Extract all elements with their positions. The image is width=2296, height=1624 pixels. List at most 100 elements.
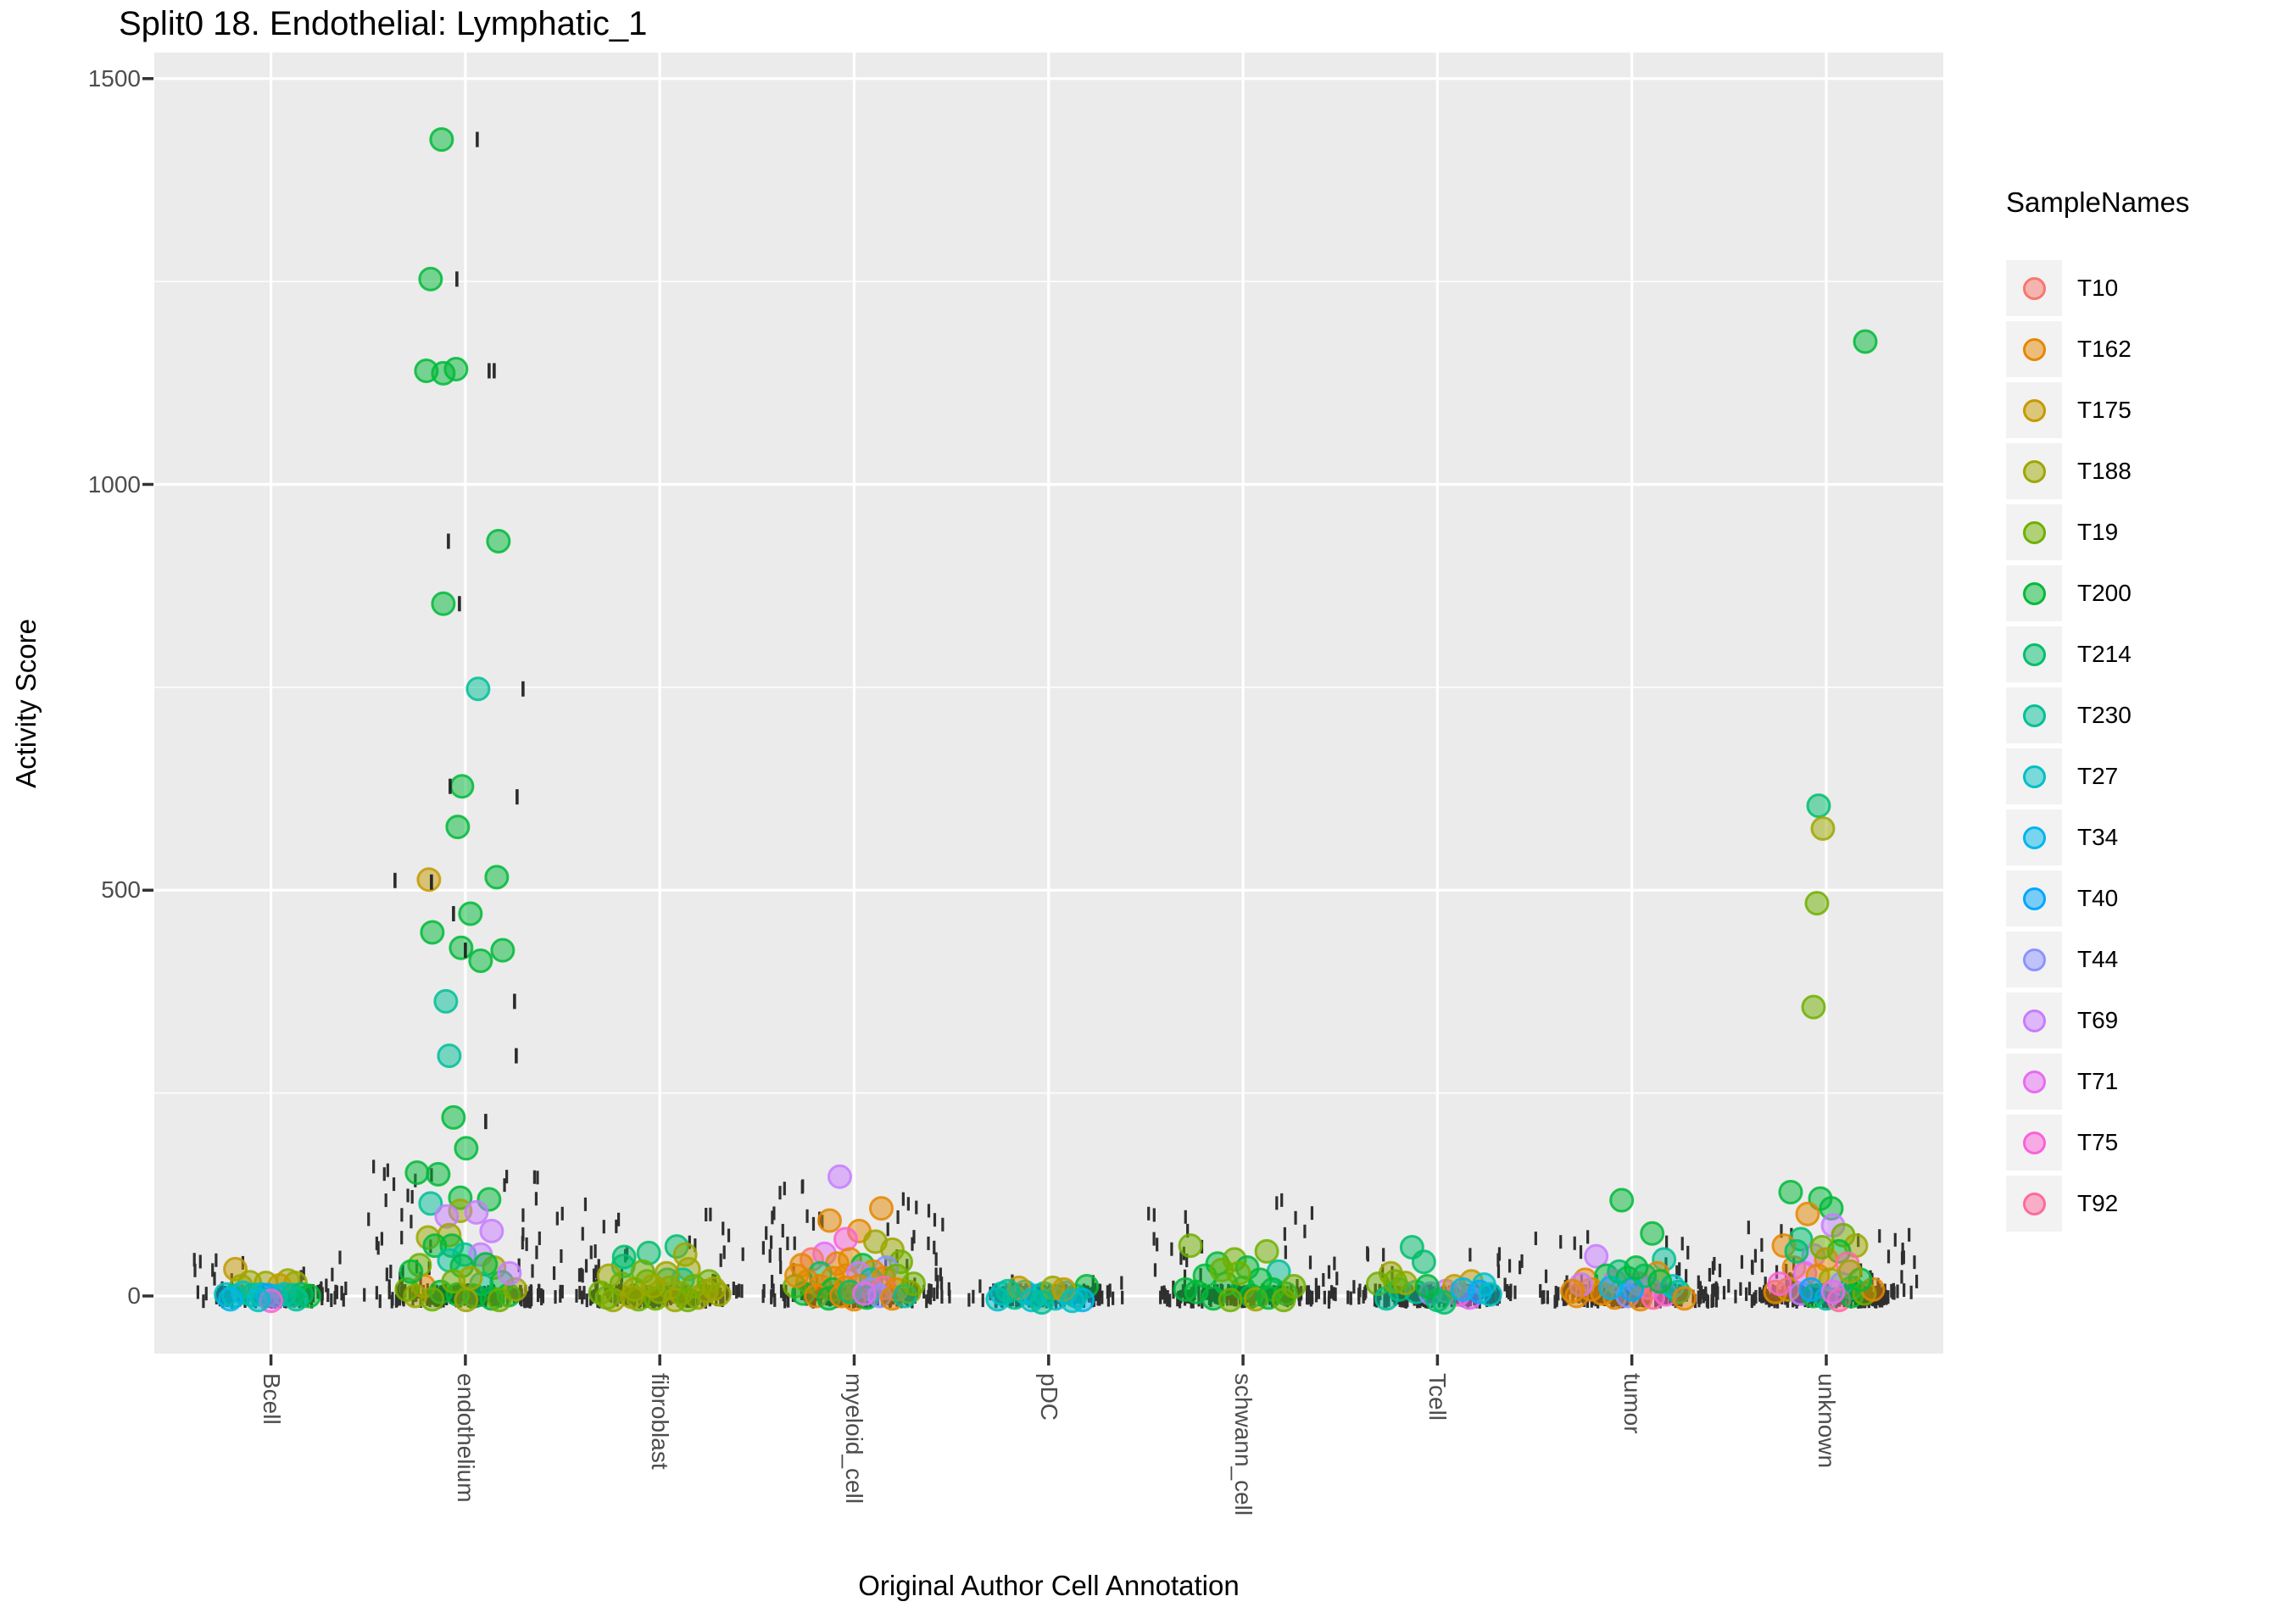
legend-label: T214	[2077, 641, 2132, 667]
data-point	[497, 1260, 522, 1286]
data-point	[1820, 1279, 1846, 1304]
legend-swatch-icon	[2022, 1070, 2046, 1093]
data-point	[1809, 1235, 1835, 1260]
y-tick-label: 1500	[87, 64, 141, 92]
legend-label: T175	[2077, 397, 2132, 423]
data-point	[1647, 1269, 1673, 1294]
data-point	[1778, 1179, 1803, 1204]
data-point	[619, 1284, 644, 1310]
data-point	[675, 1288, 700, 1313]
data-point	[701, 1276, 727, 1301]
data-point	[1784, 1238, 1809, 1264]
data-point	[640, 1274, 666, 1299]
data-point	[1804, 891, 1830, 916]
data-point	[420, 920, 445, 945]
legend-swatch-icon	[2022, 642, 2046, 666]
data-point	[1060, 1288, 1085, 1314]
data-point	[1624, 1254, 1649, 1280]
data-point	[398, 1259, 424, 1284]
data-point	[484, 865, 510, 890]
legend-key	[2006, 1115, 2062, 1171]
data-point	[465, 676, 491, 702]
data-point	[433, 988, 459, 1014]
legend-key	[2006, 321, 2062, 377]
x-tick-label-endothelium: endothelium	[452, 1373, 479, 1503]
x-tick-label-fibroblast: fibroblast	[647, 1373, 674, 1470]
data-point	[1450, 1276, 1475, 1302]
legend-swatch-icon	[2022, 276, 2046, 300]
y-axis-title-wrap: Activity Score	[10, 53, 42, 1354]
data-point	[995, 1278, 1021, 1304]
data-point	[594, 1285, 620, 1310]
data-point	[464, 1199, 489, 1225]
data-point	[833, 1226, 858, 1252]
data-point	[218, 1287, 243, 1312]
data-point	[1798, 1276, 1824, 1302]
legend-key	[2006, 993, 2062, 1048]
data-point	[1271, 1288, 1296, 1313]
legend-key	[2006, 932, 2062, 987]
data-point	[437, 1043, 462, 1069]
data-point	[1382, 1269, 1407, 1294]
data-point	[1640, 1221, 1665, 1246]
data-point	[900, 1271, 926, 1297]
gridlines-major	[154, 53, 1943, 1354]
x-tick-label-Tcell: Tcell	[1424, 1373, 1452, 1421]
legend-label: T92	[2077, 1190, 2119, 1216]
legend-label: T200	[2077, 580, 2132, 606]
x-tick-label-tumor: tumor	[1619, 1373, 1646, 1434]
points-Tcell	[1365, 1235, 1502, 1315]
y-axis-title: Activity Score	[10, 618, 42, 788]
data-point	[1609, 1187, 1635, 1213]
x-axis-title: Original Author Cell Annotation	[858, 1570, 1240, 1601]
y-tick-label: 0	[127, 1282, 141, 1309]
legend-key	[2006, 870, 2062, 926]
data-point	[431, 591, 456, 616]
data-point	[1853, 329, 1878, 354]
legend-key	[2006, 687, 2062, 743]
legend-swatch-icon	[2022, 826, 2046, 849]
points-endothelium	[394, 127, 528, 1313]
data-point	[1218, 1288, 1243, 1313]
legend-key	[2006, 382, 2062, 438]
legend-swatch-icon	[2022, 337, 2046, 361]
data-point	[783, 1263, 809, 1288]
x-tick-label-Bcell: Bcell	[258, 1373, 285, 1425]
data-point	[1477, 1282, 1502, 1307]
legend-label: T44	[2077, 946, 2119, 972]
plot-title: Split0 18. Endothelial: Lymphatic_1	[119, 5, 648, 42]
data-point	[1254, 1238, 1279, 1264]
legend-key	[2006, 1176, 2062, 1232]
data-point	[851, 1281, 877, 1306]
legend-title: SampleNames	[2006, 186, 2190, 218]
legend-swatch-icon	[2022, 398, 2046, 422]
data-point	[416, 867, 442, 893]
legend-label: T75	[2077, 1129, 2119, 1155]
points-Bcell	[214, 1256, 322, 1314]
legend-label: T162	[2077, 336, 2132, 362]
legend-swatch-icon	[2022, 948, 2046, 971]
legend-label: T230	[2077, 702, 2132, 728]
legend-swatch-icon	[2022, 581, 2046, 605]
points-unknown	[1763, 329, 1886, 1313]
data-point	[1209, 1257, 1234, 1282]
legend-label: T188	[2077, 458, 2132, 484]
legend-swatch-icon	[2022, 1131, 2046, 1154]
data-point	[429, 127, 454, 153]
x-tick-label-pDC: pDC	[1035, 1373, 1062, 1421]
data-point	[449, 935, 474, 960]
data-point	[441, 1104, 466, 1130]
data-point	[1560, 1278, 1585, 1304]
legend-key	[2006, 748, 2062, 804]
legend-swatch-icon	[2022, 704, 2046, 727]
legend-key	[2006, 1054, 2062, 1110]
y-tick-label: 1000	[87, 470, 141, 498]
points-myeloid_cell	[782, 1164, 926, 1312]
legend-key	[2006, 443, 2062, 499]
data-point	[1795, 1201, 1820, 1226]
data-point	[490, 937, 515, 963]
data-point	[1806, 793, 1831, 819]
legend-swatch-icon	[2022, 520, 2046, 544]
legend-swatch-icon	[2022, 887, 2046, 910]
